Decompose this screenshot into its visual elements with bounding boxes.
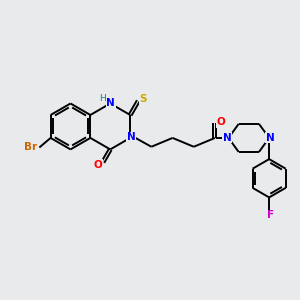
Text: N: N	[223, 133, 232, 143]
Text: O: O	[93, 160, 102, 170]
Text: N: N	[266, 133, 275, 143]
Text: Br: Br	[24, 142, 37, 152]
Text: O: O	[217, 117, 225, 127]
Text: F: F	[267, 210, 274, 220]
Text: H: H	[99, 94, 105, 103]
Text: S: S	[139, 94, 147, 104]
Text: N: N	[106, 98, 115, 108]
Text: N: N	[127, 132, 135, 142]
